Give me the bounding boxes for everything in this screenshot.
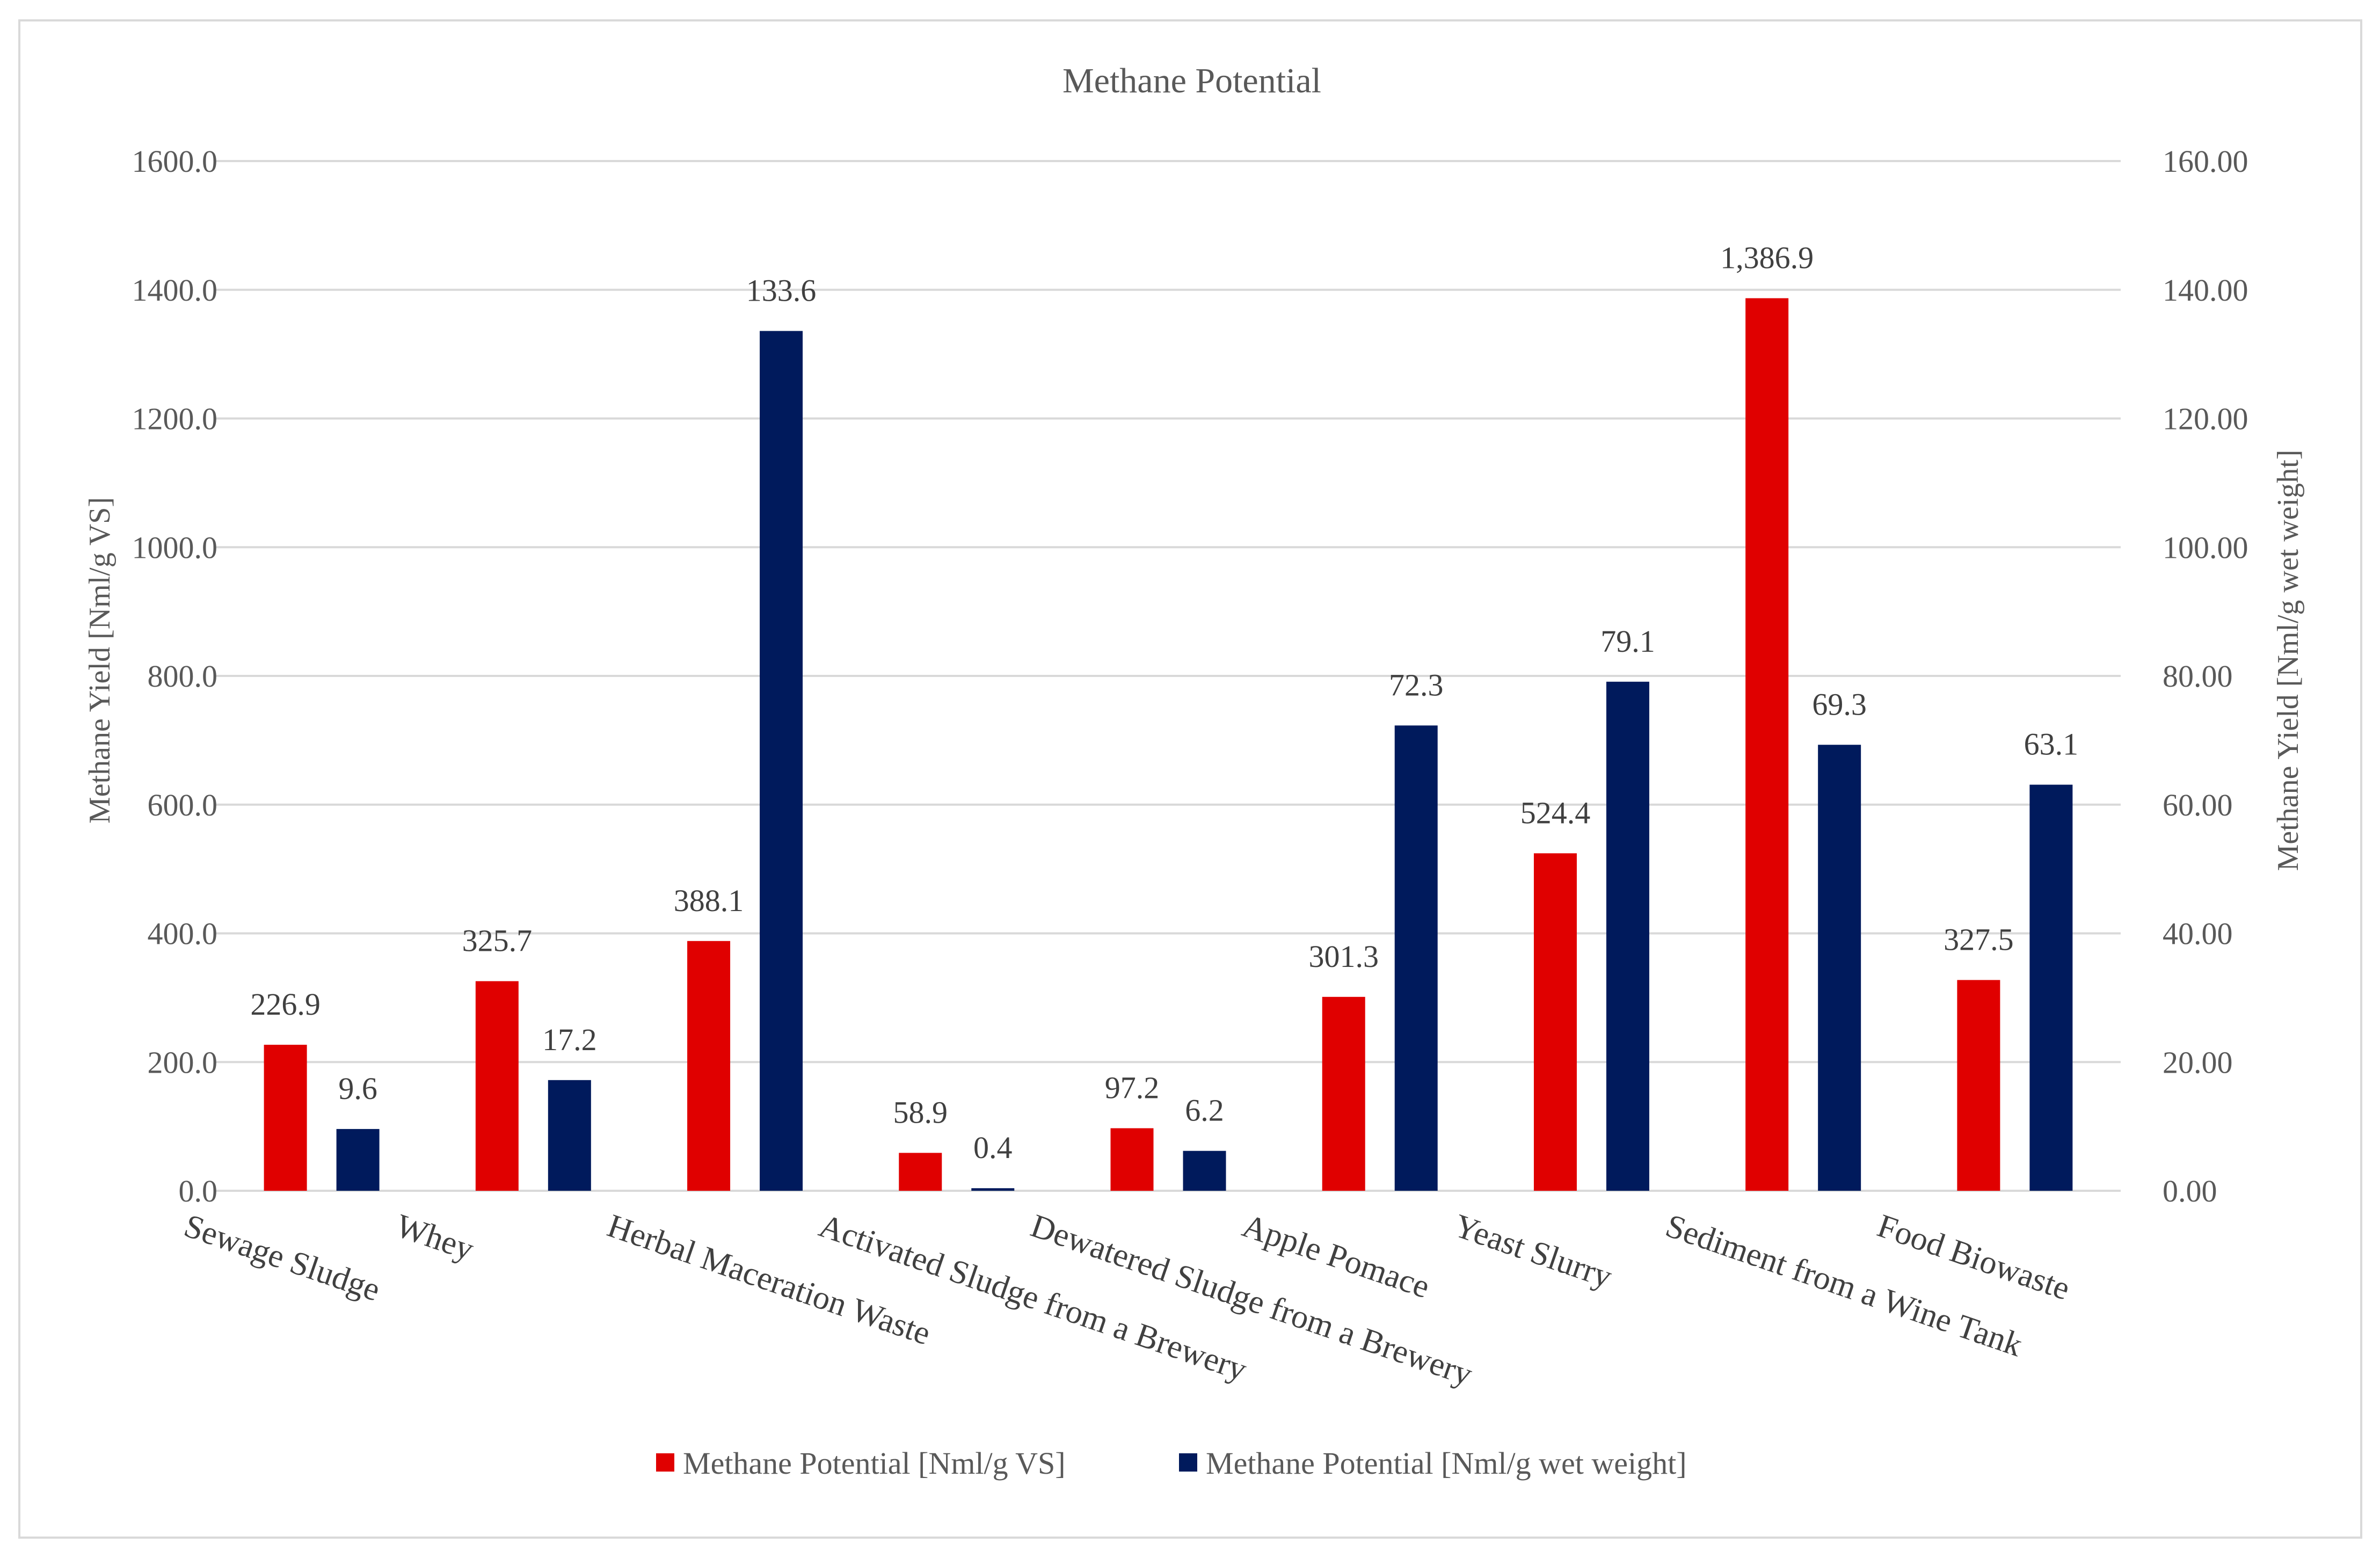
category-label: Sewage Sludge (180, 1207, 385, 1308)
bar-vs-3 (899, 1153, 942, 1191)
right-tick-label: 40.00 (2163, 916, 2233, 951)
data-label-vs: 1,386.9 (1720, 240, 1814, 275)
bar-vs-8 (1957, 980, 2000, 1191)
bar-vs-5 (1322, 996, 1365, 1191)
left-tick-label: 1000.0 (132, 530, 218, 565)
data-label-wet: 63.1 (2024, 727, 2079, 762)
bars (264, 298, 2073, 1191)
right-axis-ticks: 0.00 20.00 40.00 60.00 80.00 100.00 120.00 140.… (2163, 144, 2248, 1208)
data-label-vs: 301.3 (1308, 939, 1379, 974)
left-tick-label: 1200.0 (132, 402, 218, 436)
bar-wet-6 (1606, 681, 1649, 1191)
data-label-vs: 327.5 (1944, 922, 2014, 957)
left-tick-label: 200.0 (148, 1045, 218, 1080)
bar-vs-0 (264, 1045, 307, 1191)
left-tick-label: 800.0 (148, 659, 218, 694)
bar-wet-4 (1183, 1151, 1226, 1191)
data-label-vs: 524.4 (1520, 795, 1591, 830)
bar-wet-7 (1818, 745, 1861, 1191)
right-tick-label: 120.00 (2163, 402, 2248, 436)
left-tick-label: 400.0 (148, 916, 218, 951)
right-tick-label: 0.00 (2163, 1174, 2217, 1208)
right-tick-label: 160.00 (2163, 144, 2248, 179)
gridlines (216, 160, 2121, 1192)
data-label-wet: 79.1 (1600, 624, 1655, 659)
bar-wet-0 (336, 1129, 380, 1191)
bar-vs-6 (1533, 853, 1577, 1191)
legend-label-wet: Methane Potential [Nml/g wet weight] (1206, 1446, 1687, 1481)
data-label-wet: 72.3 (1389, 667, 1444, 702)
left-tick-label: 1400.0 (132, 273, 218, 308)
category-label: Yeast Slurry (1450, 1207, 1617, 1295)
bar-wet-3 (971, 1188, 1015, 1191)
left-tick-label: 600.0 (148, 788, 218, 822)
bar-vs-2 (687, 941, 731, 1191)
bar-wet-2 (760, 331, 803, 1191)
bar-vs-1 (475, 981, 519, 1191)
category-labels: Sewage Sludge Whey Herbal Maceration Waste… (180, 1207, 2075, 1393)
bar-vs-4 (1110, 1128, 1154, 1191)
right-tick-label: 80.00 (2163, 659, 2233, 694)
data-labels: 226.9 9.6 325.7 17.2 388.1 133.6 58.9 0.4 97.2 6.… (250, 240, 2078, 1165)
legend: Methane Potential [Nml/g VS] Methane Pote… (656, 1446, 1687, 1481)
data-label-vs: 325.7 (462, 923, 533, 958)
data-label-wet: 133.6 (746, 273, 817, 308)
chart-title: Methane Potential (1062, 61, 1321, 100)
data-label-vs: 58.9 (893, 1095, 948, 1130)
category-label: Sediment from a Wine Tank (1661, 1207, 2027, 1364)
right-tick-label: 140.00 (2163, 273, 2248, 308)
data-label-wet: 0.4 (973, 1130, 1013, 1165)
bar-wet-8 (2029, 784, 2073, 1191)
bar-vs-7 (1745, 298, 1789, 1191)
right-tick-label: 100.00 (2163, 530, 2248, 565)
data-label-wet: 9.6 (338, 1071, 377, 1106)
right-axis-title: Methane Yield [Nml/g wet weight] (2272, 450, 2305, 871)
legend-swatch-wet (1179, 1453, 1197, 1472)
data-label-wet: 69.3 (1812, 687, 1867, 722)
left-tick-label: 0.0 (179, 1174, 218, 1208)
data-label-wet: 17.2 (542, 1022, 597, 1057)
category-label: Whey (391, 1207, 478, 1268)
data-label-vs: 388.1 (674, 883, 744, 918)
left-tick-label: 1600.0 (132, 144, 218, 179)
right-tick-label: 20.00 (2163, 1045, 2233, 1080)
left-axis-title: Methane Yield [Nml/g VS] (83, 497, 117, 824)
legend-label-vs: Methane Potential [Nml/g VS] (683, 1446, 1066, 1481)
data-label-vs: 226.9 (250, 987, 321, 1022)
legend-swatch-vs (656, 1453, 674, 1472)
data-label-vs: 97.2 (1105, 1070, 1160, 1105)
left-axis-ticks: 0.0 200.0 400.0 600.0 800.0 1000.0 1200.0 1400.… (132, 144, 218, 1208)
chart-frame (18, 19, 2362, 1539)
bar-wet-1 (548, 1080, 591, 1191)
bar-wet-5 (1394, 725, 1438, 1191)
right-tick-label: 60.00 (2163, 788, 2233, 822)
data-label-wet: 6.2 (1185, 1093, 1224, 1128)
